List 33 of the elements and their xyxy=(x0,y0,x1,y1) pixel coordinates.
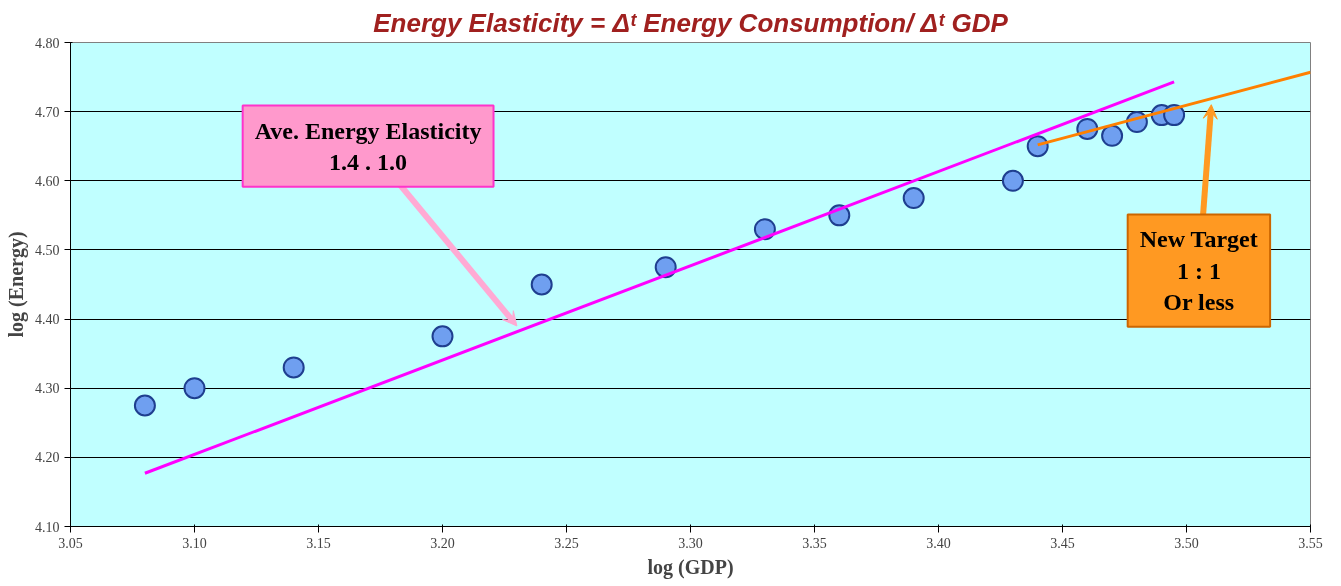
x-tick-label: 3.55 xyxy=(1298,535,1323,551)
chart-title: Energy Elasticity = Δᵗ Energy Consumption/ Δᵗ GDP xyxy=(373,7,1009,38)
x-tick-label: 3.25 xyxy=(554,535,579,551)
y-axis-title: log (Energy) xyxy=(5,231,28,338)
x-tick-label: 3.45 xyxy=(1050,535,1075,551)
annotation: New Target 1 : 1 Or less xyxy=(1139,226,1258,315)
x-tick-label: 3.50 xyxy=(1174,535,1199,551)
y-tick-label: 4.70 xyxy=(35,104,60,120)
y-tick-label: 4.10 xyxy=(35,519,60,535)
y-tick-label: 4.60 xyxy=(35,173,60,189)
point xyxy=(282,356,305,379)
point xyxy=(1026,135,1049,158)
x-tick-label: 3.30 xyxy=(678,535,703,551)
x-tick-label: 3.20 xyxy=(430,535,455,551)
y-tick-label: 4.40 xyxy=(35,312,60,328)
y-tick-label: 4.80 xyxy=(35,35,60,51)
y-tick-label: 4.50 xyxy=(35,242,60,258)
point xyxy=(133,394,156,417)
point xyxy=(530,273,553,296)
point xyxy=(902,187,925,210)
point xyxy=(1101,124,1124,147)
x-tick-label: 3.35 xyxy=(802,535,827,551)
x-axis-title: log (GDP) xyxy=(647,555,734,579)
point xyxy=(431,325,454,348)
y-tick-label: 4.20 xyxy=(35,450,60,466)
x-tick-label: 3.10 xyxy=(182,535,207,551)
point xyxy=(1001,169,1024,192)
point xyxy=(183,377,206,400)
x-tick-label: 3.40 xyxy=(926,535,951,551)
annotation: Ave. Energy Elasticity 1.4 . 1.0 xyxy=(254,117,482,175)
x-tick-label: 3.15 xyxy=(306,535,331,551)
y-tick-label: 4.30 xyxy=(35,381,60,397)
x-tick-label: 3.05 xyxy=(58,535,83,551)
